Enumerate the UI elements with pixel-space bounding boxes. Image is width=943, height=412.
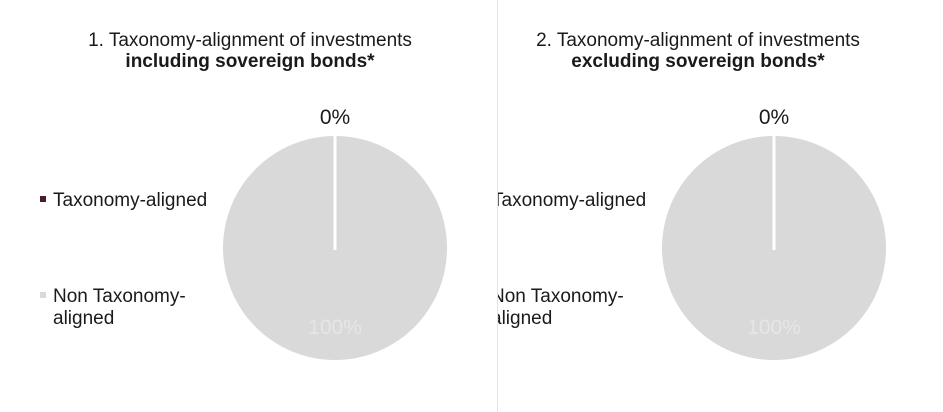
chart-panel-1: 1. Taxonomy-alignment of investments inc… [0,0,498,412]
pie-2-label-non-aligned: 100% [747,316,801,339]
legend-item-taxonomy-aligned-1: Taxonomy-aligned [40,190,207,212]
legend-item-taxonomy-aligned-2: Taxonomy-aligned [498,190,646,212]
chart-2-title: 2. Taxonomy-alignment of investments exc… [498,30,898,72]
chart-1-title: 1. Taxonomy-alignment of investments inc… [0,30,497,72]
legend-label-non-aligned-1-line1: Non Taxonomy- [53,286,186,307]
pie-1-label-aligned: 0% [320,106,350,129]
legend-label-non-aligned-2-line1: Non Taxonomy- [498,286,624,307]
legend-label-aligned-1: Taxonomy-aligned [53,190,208,211]
legend-item-non-taxonomy-aligned-1: Non Taxonomy- aligned [40,286,186,330]
pie-1-label-non-aligned: 100% [308,316,362,339]
chart-2-title-line1: 2. Taxonomy-alignment of investments [536,30,860,51]
legend-swatch-aligned-1 [40,195,46,202]
pie-2-label-aligned: 0% [759,106,789,129]
chart-panel-2: 2. Taxonomy-alignment of investments exc… [498,0,943,412]
legend-label-non-aligned-1-line2: aligned [53,308,115,329]
chart-1-title-line1: 1. Taxonomy-alignment of investments [88,30,412,51]
pie-chart-1: 0% 100% [223,106,447,360]
chart-1-title-line2: including sovereign bonds* [125,51,375,72]
legend-swatch-non-aligned-1 [40,291,46,298]
pie-chart-2: 0% 100% [662,106,886,360]
legend-item-non-taxonomy-aligned-2: Non Taxonomy- aligned [498,286,624,330]
legend-label-non-aligned-2-line2: aligned [498,308,553,329]
legend-label-aligned-2: Taxonomy-aligned [498,190,647,211]
chart-2-title-line2: excluding sovereign bonds* [571,51,825,72]
